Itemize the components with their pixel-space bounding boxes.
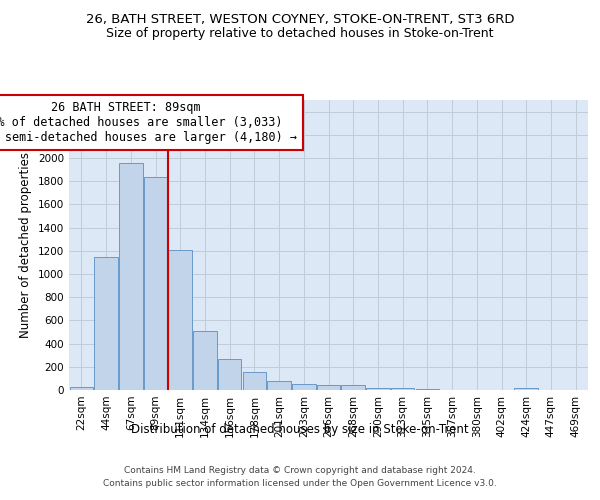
Bar: [218, 360, 241, 390]
Bar: [416, 389, 439, 390]
Bar: [514, 388, 538, 390]
Bar: [169, 250, 192, 390]
Bar: [341, 386, 365, 390]
Text: 26 BATH STREET: 89sqm
← 42% of detached houses are smaller (3,033)
57% of semi-d: 26 BATH STREET: 89sqm ← 42% of detached …: [0, 101, 297, 144]
Y-axis label: Number of detached properties: Number of detached properties: [19, 152, 32, 338]
Bar: [193, 331, 217, 390]
Text: Contains HM Land Registry data © Crown copyright and database right 2024.
Contai: Contains HM Land Registry data © Crown c…: [103, 466, 497, 487]
Bar: [119, 162, 143, 390]
Bar: [242, 372, 266, 390]
Bar: [366, 388, 389, 390]
Bar: [94, 256, 118, 390]
Text: 26, BATH STREET, WESTON COYNEY, STOKE-ON-TRENT, ST3 6RD: 26, BATH STREET, WESTON COYNEY, STOKE-ON…: [86, 12, 514, 26]
Bar: [144, 176, 167, 390]
Text: Size of property relative to detached houses in Stoke-on-Trent: Size of property relative to detached ho…: [106, 28, 494, 40]
Bar: [70, 386, 93, 390]
Bar: [391, 388, 415, 390]
Bar: [292, 384, 316, 390]
Bar: [317, 385, 340, 390]
Bar: [268, 380, 291, 390]
Text: Distribution of detached houses by size in Stoke-on-Trent: Distribution of detached houses by size …: [131, 422, 469, 436]
